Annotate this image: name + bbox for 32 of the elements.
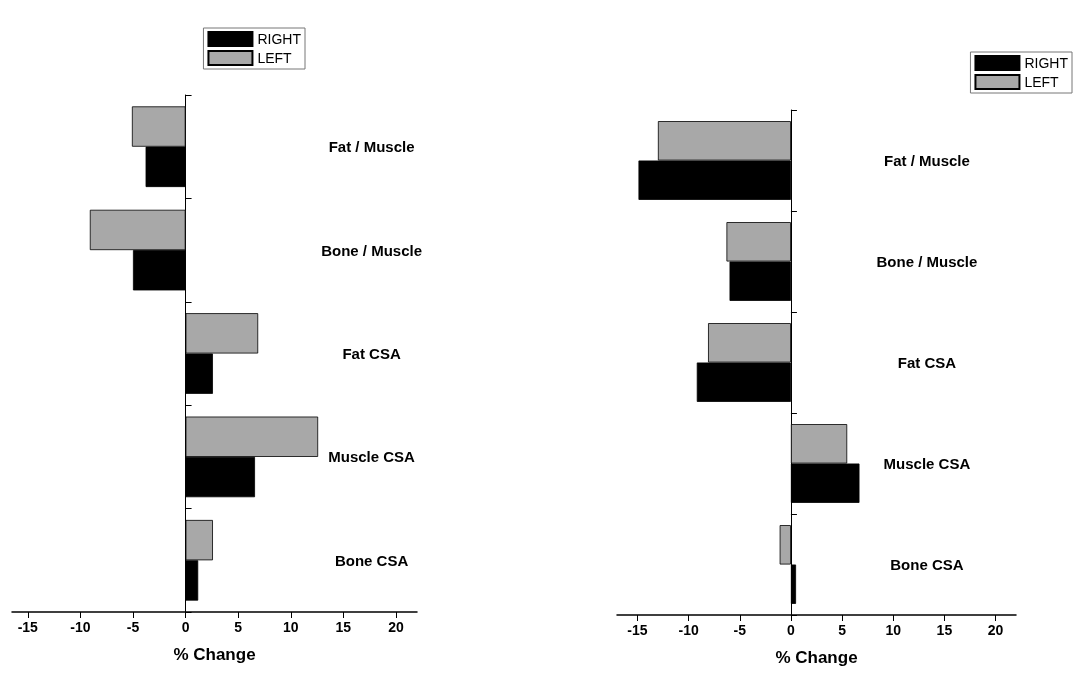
- x-tick-label: 20: [388, 619, 404, 635]
- legend-label: LEFT: [1024, 74, 1060, 90]
- x-tick-label: 15: [335, 619, 352, 635]
- y-tick-label: Bone / Muscle: [321, 241, 422, 259]
- x-tick-label: 10: [282, 619, 299, 635]
- x-tick-label: -10: [70, 619, 91, 635]
- x-axis-title: % Change: [775, 648, 858, 667]
- x-tick-label: -15: [627, 622, 648, 638]
- y-tick-label: Fat / Muscle: [883, 152, 970, 169]
- y-tick-label: Muscle CSA: [328, 448, 416, 466]
- x-tick-label: 10: [885, 622, 902, 638]
- y-tick-label: Muscle CSA: [883, 455, 971, 472]
- y-tick-label: Bone / Muscle: [876, 253, 978, 270]
- legend-label: RIGHT: [1024, 55, 1069, 71]
- x-tick-label: -5: [126, 619, 140, 635]
- y-tick-label: Fat CSA: [342, 345, 401, 362]
- legend-label: RIGHT: [257, 31, 302, 47]
- y-tick-label: Bone CSA: [890, 556, 964, 573]
- x-tick-label: -5: [733, 622, 747, 638]
- y-tick-label: Fat CSA: [897, 354, 957, 371]
- x-tick-label: -15: [17, 619, 39, 635]
- legend-label: LEFT: [257, 50, 293, 66]
- y-tick-label: Fat / Muscle: [328, 138, 415, 156]
- x-tick-label: 5: [234, 619, 243, 635]
- y-tick-label: Bone CSA: [334, 551, 409, 569]
- x-tick-label: 5: [838, 622, 847, 638]
- x-tick-label: 0: [787, 622, 796, 638]
- x-axis-title: % Change: [173, 645, 256, 664]
- x-tick-label: 20: [987, 622, 1004, 638]
- x-tick-label: -10: [678, 622, 699, 638]
- x-tick-label: 15: [936, 622, 953, 638]
- x-tick-label: 0: [181, 619, 190, 635]
